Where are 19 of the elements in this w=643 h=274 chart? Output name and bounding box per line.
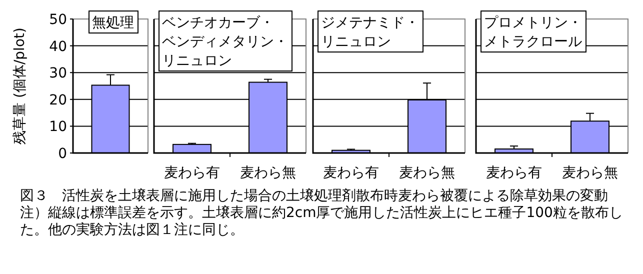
x-tick-label: 麦わら有 (164, 165, 220, 181)
chart-title: プロメトリン・メトラクロール (484, 15, 582, 50)
x-tick-label: 麦わら無 (562, 165, 618, 181)
y-tick-label: 20 (49, 92, 67, 108)
text: 注）縦線は標準誤差を示す。土壌表層に約2cm厚で施用した活性炭上にヒエ種子100粒を散布した。他の実験方法は図１注に同じ。 (20, 205, 624, 239)
y-tick-label: 10 (49, 119, 67, 136)
text: ベンチオカーブ・ベンディメタリン・リニュロン (162, 15, 288, 69)
y-axis-title: 残草量 (個体/plot) (12, 28, 28, 144)
x-tick-label: 麦わら有 (486, 165, 542, 181)
y-tick-label: 0 (58, 146, 67, 162)
chart-title: ジメテナミド・リニュロン (321, 15, 419, 50)
x-tick-label: 麦わら有 (323, 165, 379, 181)
y-tick-label: 40 (49, 38, 67, 55)
y-tick-label: 30 (49, 66, 67, 82)
caption: 図３ 活性炭を土壌表層に施用した場合の土壌処理剤散布時麦わら被覆による除草効果の変動 (20, 188, 609, 205)
chart-title: 無処理 (92, 15, 134, 31)
x-tick-label: 麦わら無 (240, 165, 296, 181)
y-tick-label: 50 (49, 12, 67, 28)
x-tick-label: 麦わら無 (399, 165, 455, 181)
